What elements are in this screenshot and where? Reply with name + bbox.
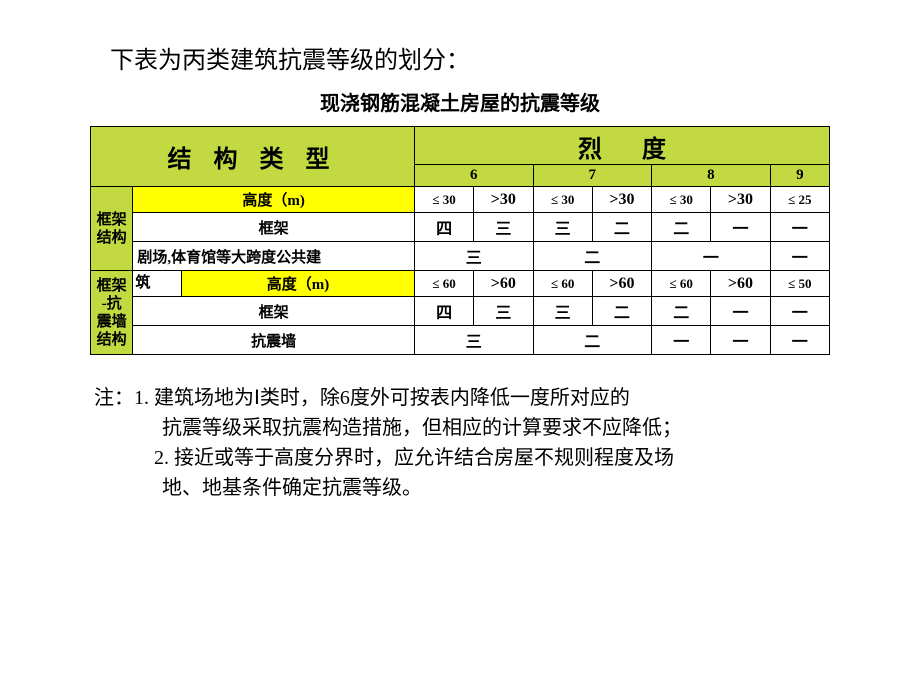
note-1-line1: 1. 建筑场地为Ⅰ类时，除6度外可按表内降低一度所对应的 xyxy=(134,387,630,409)
cell: ≤ 60 xyxy=(652,271,711,297)
header-col-6: 6 xyxy=(414,165,533,187)
cell: >60 xyxy=(592,271,651,297)
cell: 四 xyxy=(414,297,473,326)
g1-height-label: 高度（m) xyxy=(133,187,415,213)
cell: 二 xyxy=(533,326,652,355)
group2-name: 框架-抗震墙结构 xyxy=(91,271,133,355)
cell: ≤ 25 xyxy=(770,187,829,213)
header-col-8: 8 xyxy=(652,165,771,187)
header-intensity: 烈度 xyxy=(414,127,829,165)
g1-row-frame: 框架 xyxy=(133,213,415,242)
g2-row-frame: 框架 xyxy=(133,297,415,326)
group1-name: 框架结构 xyxy=(91,187,133,271)
cell: 一 xyxy=(770,326,829,355)
cell: ≤ 50 xyxy=(770,271,829,297)
cell: 三 xyxy=(533,297,592,326)
header-struct-type: 结 构 类 型 xyxy=(91,127,415,187)
table-subtitle: 现浇钢筋混凝土房屋的抗震等级 xyxy=(90,87,830,116)
cell: 一 xyxy=(711,213,770,242)
g1-note-line: 剧场,体育馆等大跨度公共建 xyxy=(133,242,415,271)
cell: 三 xyxy=(474,213,533,242)
cell: ≤ 60 xyxy=(414,271,473,297)
cell: ≤ 30 xyxy=(533,187,592,213)
notes-prefix: 注： xyxy=(94,387,134,409)
cell: 三 xyxy=(414,326,533,355)
cell: 一 xyxy=(652,326,711,355)
note-2-line1: 2. 接近或等于高度分界时，应允许结合房屋不规则程度及场 xyxy=(94,443,830,473)
cell: ≤ 30 xyxy=(414,187,473,213)
cell: 一 xyxy=(770,213,829,242)
cell: 三 xyxy=(533,213,592,242)
cell: 二 xyxy=(592,297,651,326)
notes-block: 注：1. 建筑场地为Ⅰ类时，除6度外可按表内降低一度所对应的 抗震等级采取抗震构… xyxy=(90,383,830,503)
cell: 一 xyxy=(711,297,770,326)
cell: 一 xyxy=(652,242,771,271)
cell: 二 xyxy=(592,213,651,242)
note-1-line2: 抗震等级采取抗震构造措施，但相应的计算要求不应降低； xyxy=(94,413,830,443)
note-2-line2: 地、地基条件确定抗震等级。 xyxy=(94,473,830,503)
intro-text: 下表为丙类建筑抗震等级的划分： xyxy=(90,40,830,75)
cell: ≤ 30 xyxy=(652,187,711,213)
cell: 四 xyxy=(414,213,473,242)
cell: >30 xyxy=(711,187,770,213)
header-col-7: 7 xyxy=(533,165,652,187)
cell: 一 xyxy=(770,242,829,271)
header-col-9: 9 xyxy=(770,165,829,187)
g2-note-cont: 筑 xyxy=(133,271,182,297)
cell: 一 xyxy=(711,326,770,355)
cell: 二 xyxy=(533,242,652,271)
cell: ≤ 60 xyxy=(533,271,592,297)
cell: >60 xyxy=(711,271,770,297)
cell: >30 xyxy=(474,187,533,213)
seismic-grade-table: 结 构 类 型 烈度 6 7 8 9 框架结构 高度（m) ≤ 30 >30 ≤… xyxy=(90,126,830,355)
cell: 二 xyxy=(652,297,711,326)
cell: >30 xyxy=(592,187,651,213)
cell: 三 xyxy=(474,297,533,326)
cell: >60 xyxy=(474,271,533,297)
g2-height-label: 高度（m) xyxy=(182,271,415,297)
cell: 二 xyxy=(652,213,711,242)
cell: 一 xyxy=(770,297,829,326)
g2-row-wall: 抗震墙 xyxy=(133,326,415,355)
cell: 三 xyxy=(414,242,533,271)
